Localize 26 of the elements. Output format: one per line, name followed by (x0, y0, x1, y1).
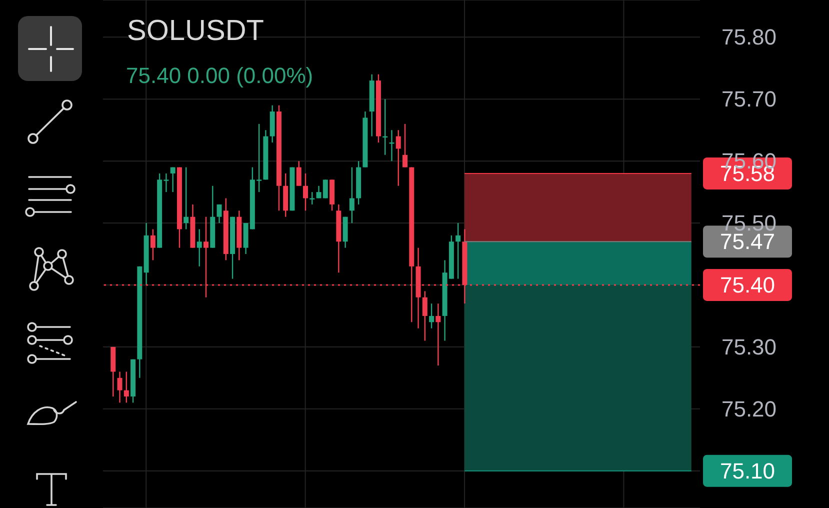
y-tick-label: 75.20 (721, 396, 777, 422)
candlestick (429, 302, 434, 329)
candlestick (196, 228, 202, 267)
ref-line-label: 75.47 (720, 229, 776, 254)
y-tick-label: 75.30 (721, 334, 777, 360)
candlestick (216, 204, 222, 224)
candlestick (456, 222, 461, 280)
candlestick (117, 371, 122, 404)
candlestick (436, 302, 441, 366)
y-tick-label: 75.80 (721, 24, 777, 50)
candlestick (184, 166, 189, 230)
candlestick (422, 290, 428, 342)
candlestick (303, 172, 308, 212)
candlestick (349, 166, 354, 224)
ref-line-label: 75.10 (720, 458, 776, 484)
candlestick (124, 371, 129, 404)
candlestick (150, 228, 156, 261)
candlestick (296, 160, 302, 186)
candlestick (396, 130, 401, 186)
y-tick-label: 75.70 (721, 86, 777, 112)
candlestick (402, 123, 408, 168)
text: 75.40 0.00 (0.00%) (126, 63, 314, 89)
candlestick (310, 191, 315, 206)
ref-line-label: 75.40 (720, 272, 776, 298)
text: SOLUSDT (127, 15, 264, 48)
candlestick (170, 166, 176, 193)
